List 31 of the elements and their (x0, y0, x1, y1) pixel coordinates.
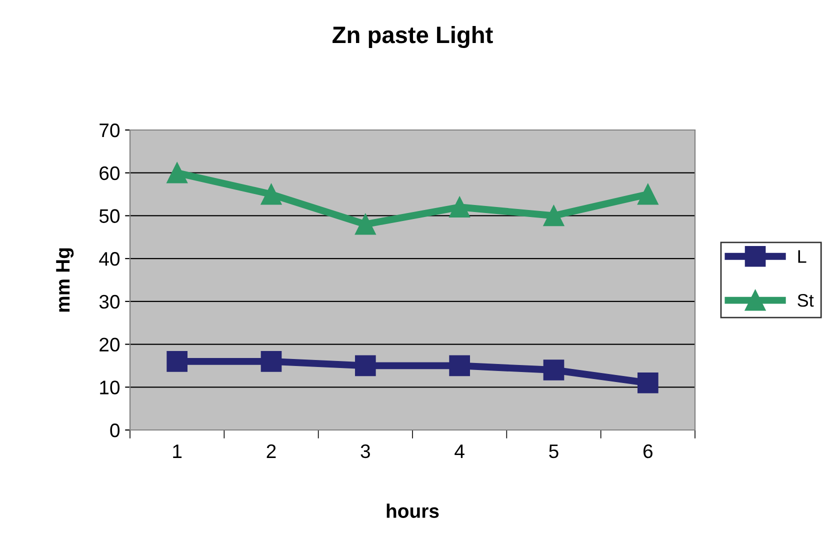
y-tick-label: 10 (100, 380, 120, 394)
x-tick-label: 5 (549, 444, 558, 458)
legend-label: St (798, 294, 814, 307)
x-tick-label: 3 (360, 444, 370, 458)
y-tick-label: 50 (99, 209, 120, 223)
point (543, 360, 564, 380)
y-axis-title: mm Hg (56, 248, 74, 312)
point (449, 196, 470, 218)
y-tick-label: 0 (110, 423, 120, 438)
point (638, 372, 658, 394)
point (260, 184, 282, 205)
y-tick-label: 70 (100, 123, 120, 138)
y-tick-label: 30 (99, 294, 120, 309)
y-tick-label: 20 (100, 338, 120, 352)
x-axis-title: hours (386, 504, 439, 518)
chart-title: Zn paste Light (332, 26, 493, 48)
point (543, 205, 564, 226)
point (638, 184, 658, 205)
x-tick-label: 6 (644, 444, 652, 458)
y-tick-label: 60 (100, 166, 120, 180)
point (166, 351, 188, 372)
point (355, 214, 376, 235)
point (355, 355, 376, 376)
x-tick-label: 2 (266, 444, 276, 458)
y-tick-label: 40 (99, 252, 120, 266)
x-tick-label: 1 (173, 444, 182, 458)
point (449, 355, 470, 376)
point (166, 162, 188, 184)
x-tick-label: 4 (454, 444, 464, 458)
legend-label: L (798, 250, 806, 263)
point (260, 351, 282, 372)
